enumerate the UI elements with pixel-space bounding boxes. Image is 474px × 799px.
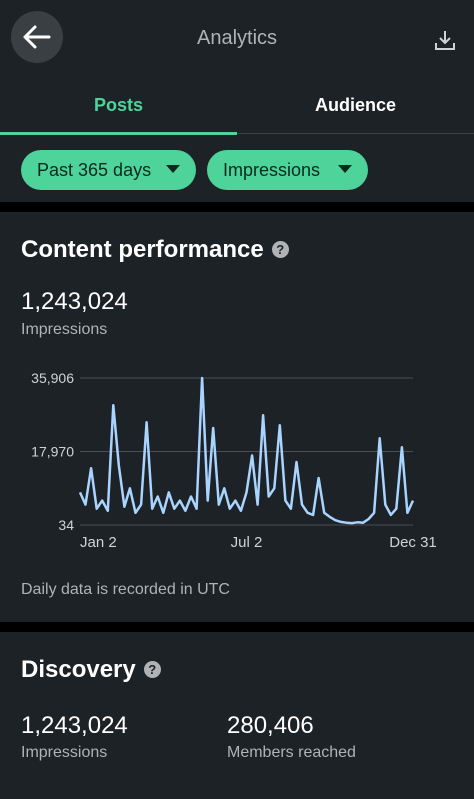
header: Analytics Posts Audience Past 365 days I… <box>0 0 474 202</box>
content-performance-card: Content performance? 1,243,024 Impressio… <box>0 212 474 622</box>
data-line <box>78 376 415 525</box>
total-label: Impressions <box>21 321 108 338</box>
tab[interactable]: Audience <box>314 95 397 115</box>
help-icon[interactable]: ? <box>143 661 161 678</box>
caret <box>166 165 180 173</box>
tab-indicator <box>0 132 237 135</box>
help-icon[interactable]: ? <box>271 241 289 258</box>
tab-divider <box>0 133 474 134</box>
card-title-text: Content performance <box>21 236 264 263</box>
y-tick-label: 17,970 <box>31 444 74 460</box>
filter-dropdown[interactable]: Impressions <box>207 150 368 190</box>
total-value: 1,243,024 <box>21 288 128 315</box>
card-title-text: Discovery <box>21 656 136 683</box>
card-title: Discovery? <box>21 656 161 684</box>
stat-label: Members reached <box>227 744 356 761</box>
note: Daily data is recorded in UTC <box>21 581 230 598</box>
x-tick-label: Dec 31 <box>389 534 437 551</box>
page-title: Analytics <box>196 27 278 49</box>
filter-label: Past 365 days <box>37 160 152 180</box>
back-icon <box>23 25 51 49</box>
download-button[interactable] <box>433 28 457 52</box>
stat-value: 1,243,024 <box>21 712 128 739</box>
back-button[interactable] <box>11 11 63 63</box>
card-title: Content performance? <box>21 236 289 264</box>
y-tick-label: 35,906 <box>31 370 74 386</box>
x-tick-label: Jan 2 <box>80 534 117 551</box>
stat-label: Impressions <box>21 744 108 761</box>
chart: 34 17,970 35,906 Jan 2 Jul 2 Dec 31 <box>31 370 437 551</box>
caret <box>338 165 352 173</box>
y-tick-label: 34 <box>58 517 74 533</box>
filter-dropdown[interactable]: Past 365 days <box>21 150 196 190</box>
filter-label: Impressions <box>223 160 321 180</box>
discovery-card: Discovery? 1,243,024 Impressions 280,406… <box>0 632 474 799</box>
stat-value: 280,406 <box>227 712 314 739</box>
tab[interactable]: Posts <box>93 95 144 115</box>
x-tick-label: Jul 2 <box>231 534 263 551</box>
